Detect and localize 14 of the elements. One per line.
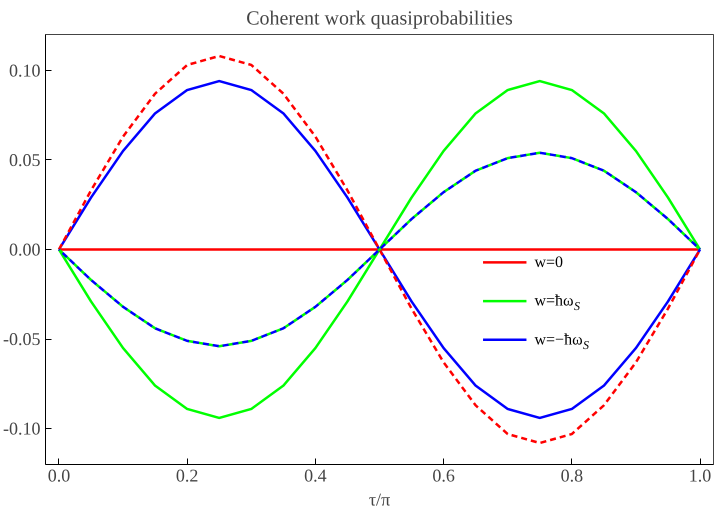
chart-title: Coherent work quasiprobabilities [246, 8, 514, 30]
y-tick-label: 0.05 [9, 150, 40, 170]
y-tick-label: -0.10 [3, 418, 41, 439]
x-tick-label: 0.2 [176, 466, 198, 486]
x-tick-label: 1.0 [688, 466, 712, 486]
x-tick-label: 0.6 [432, 466, 455, 486]
x-tick-label: 0.4 [304, 466, 327, 486]
x-axis-title: τ/π [368, 490, 390, 510]
y-tick-label: 0.10 [9, 60, 40, 80]
x-tick-label: 0.0 [48, 466, 70, 486]
y-tick-label: -0.05 [3, 329, 41, 350]
x-tick-label: 0.8 [560, 466, 584, 486]
y-tick-label: 0.00 [9, 240, 40, 260]
legend-label: w=0 [534, 254, 564, 271]
